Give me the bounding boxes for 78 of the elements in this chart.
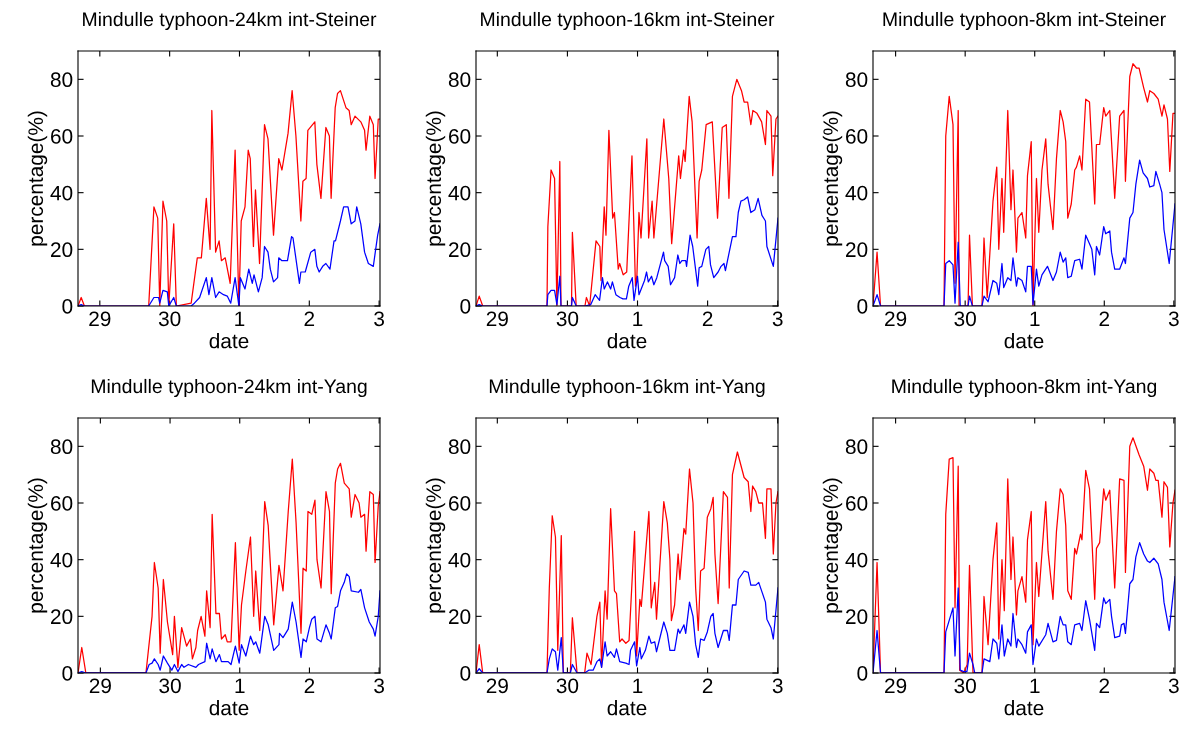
x-tick-label: 30 bbox=[556, 678, 579, 694]
x-tick-label: 1 bbox=[633, 678, 643, 693]
y-axis-title: percentage(%) bbox=[27, 478, 48, 613]
y-axis-title: percentage(%) bbox=[822, 111, 843, 246]
x-tick-label: 2 bbox=[1099, 311, 1110, 326]
x-axis-title: date bbox=[1004, 700, 1044, 716]
y-tick-label: 20 bbox=[846, 242, 868, 258]
y-tick-label: 20 bbox=[449, 609, 471, 625]
y-tick-label: 80 bbox=[50, 72, 73, 88]
chart-title: Mindulle typhoon-16km int-Steiner bbox=[481, 11, 775, 31]
x-tick-label: 29 bbox=[885, 678, 907, 694]
y-tick-label: 40 bbox=[448, 552, 471, 568]
y-tick-label: 80 bbox=[845, 72, 868, 88]
y-tick-label: 40 bbox=[845, 552, 868, 568]
x-tick-label: 3 bbox=[374, 678, 385, 694]
x-axis-title: date bbox=[209, 333, 249, 349]
y-tick-label: 0 bbox=[62, 299, 73, 314]
y-tick-label: 0 bbox=[62, 666, 73, 681]
y-tick-label: 40 bbox=[448, 185, 471, 201]
chart-title: Mindulle typhoon-24km int-Steiner bbox=[83, 11, 377, 31]
y-tick-label: 20 bbox=[51, 609, 73, 625]
chart-title: Mindulle typhoon-8km int-Yang bbox=[892, 378, 1157, 398]
y-tick-label: 20 bbox=[449, 242, 471, 258]
x-tick-label: 30 bbox=[954, 311, 976, 327]
x-tick-label: 1 bbox=[633, 311, 643, 326]
y-tick-label: 80 bbox=[448, 439, 471, 455]
x-tick-label: 1 bbox=[1030, 678, 1040, 693]
y-axis-title: percentage(%) bbox=[425, 478, 446, 613]
y-tick-label: 80 bbox=[50, 439, 73, 455]
x-tick-label: 2 bbox=[304, 311, 315, 326]
x-axis-title: date bbox=[1004, 333, 1044, 349]
x-axis-title: date bbox=[209, 700, 249, 716]
y-tick-label: 0 bbox=[857, 299, 868, 314]
y-tick-label: 20 bbox=[51, 242, 73, 258]
x-tick-label: 29 bbox=[89, 311, 111, 327]
y-tick-label: 0 bbox=[460, 299, 471, 314]
y-tick-label: 40 bbox=[845, 185, 868, 201]
x-tick-label: 29 bbox=[885, 311, 907, 327]
x-tick-label: 3 bbox=[772, 311, 783, 327]
y-axis-title: percentage(%) bbox=[27, 111, 48, 246]
y-tick-label: 80 bbox=[448, 72, 471, 88]
chart-title: Mindulle typhoon-8km int-Steiner bbox=[883, 11, 1166, 31]
y-axis-title: percentage(%) bbox=[822, 478, 843, 613]
chart-title: Mindulle typhoon-16km int-Yang bbox=[489, 378, 765, 398]
x-tick-label: 1 bbox=[235, 678, 245, 693]
x-tick-label: 3 bbox=[1168, 678, 1179, 694]
y-tick-label: 0 bbox=[857, 666, 868, 681]
x-tick-label: 29 bbox=[486, 311, 508, 327]
y-tick-label: 40 bbox=[50, 552, 73, 568]
y-tick-label: 60 bbox=[449, 496, 471, 511]
x-tick-label: 2 bbox=[702, 311, 713, 326]
y-tick-label: 60 bbox=[449, 129, 471, 144]
y-tick-label: 20 bbox=[846, 609, 868, 625]
x-tick-label: 30 bbox=[954, 678, 976, 694]
x-tick-label: 29 bbox=[486, 678, 508, 694]
y-tick-label: 60 bbox=[846, 129, 868, 144]
x-tick-label: 2 bbox=[1099, 678, 1110, 693]
y-tick-label: 60 bbox=[846, 496, 868, 511]
x-tick-label: 2 bbox=[304, 678, 315, 693]
x-axis-title: date bbox=[607, 333, 647, 349]
x-tick-label: 30 bbox=[158, 311, 181, 327]
y-tick-label: 0 bbox=[460, 666, 471, 681]
y-axis-title: percentage(%) bbox=[425, 111, 446, 246]
y-tick-label: 60 bbox=[51, 496, 73, 511]
x-tick-label: 30 bbox=[159, 678, 181, 694]
y-tick-label: 80 bbox=[845, 439, 868, 455]
x-tick-label: 30 bbox=[556, 311, 579, 327]
x-tick-label: 29 bbox=[89, 678, 111, 694]
x-tick-label: 1 bbox=[235, 311, 245, 326]
chart-title: Mindulle typhoon-24km int-Yang bbox=[91, 378, 367, 398]
x-tick-label: 3 bbox=[1168, 311, 1179, 327]
x-tick-label: 1 bbox=[1030, 311, 1040, 326]
x-tick-label: 2 bbox=[702, 678, 713, 693]
x-axis-title: date bbox=[607, 700, 647, 716]
y-tick-label: 40 bbox=[50, 185, 73, 201]
y-tick-label: 60 bbox=[51, 129, 73, 144]
x-tick-label: 3 bbox=[772, 678, 783, 694]
x-tick-label: 3 bbox=[374, 311, 385, 327]
